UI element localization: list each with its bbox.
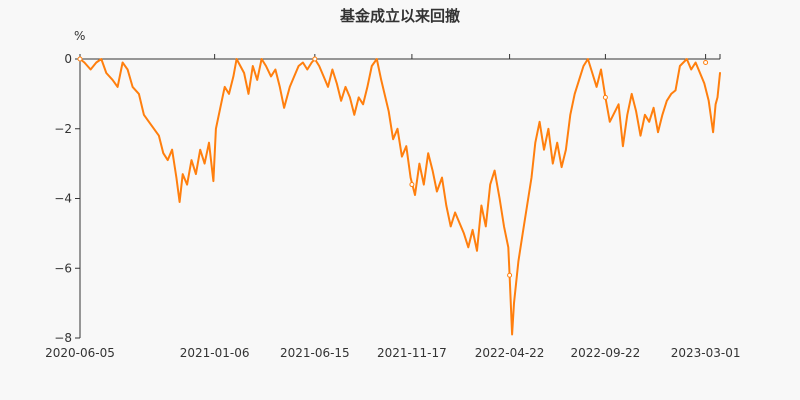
data-point-marker bbox=[77, 56, 83, 62]
series-group bbox=[79, 58, 721, 336]
x-tick-label: 2022-09-22 bbox=[571, 346, 641, 360]
drawdown-series-line bbox=[79, 58, 721, 336]
data-point-marker bbox=[602, 94, 608, 100]
data-point-marker bbox=[409, 182, 415, 188]
y-axis-unit-label: % bbox=[74, 29, 85, 43]
y-tick-label: −2 bbox=[54, 122, 72, 136]
y-tick-label: −8 bbox=[54, 331, 72, 345]
y-tick-label: −4 bbox=[54, 192, 72, 206]
x-tick-label: 2021-01-06 bbox=[180, 346, 250, 360]
x-tick-label: 2023-03-01 bbox=[671, 346, 741, 360]
y-tick-label: −6 bbox=[54, 261, 72, 275]
chart-title: 基金成立以来回撤 bbox=[339, 7, 460, 25]
x-tick-label: 2021-06-15 bbox=[280, 346, 350, 360]
y-tick-label: 0 bbox=[64, 52, 72, 66]
x-tick-label: 2022-04-22 bbox=[475, 346, 545, 360]
x-tick-label: 2021-11-17 bbox=[377, 346, 447, 360]
x-tick-label: 2020-06-05 bbox=[45, 346, 115, 360]
data-point-marker bbox=[312, 56, 318, 62]
markers-group bbox=[77, 56, 709, 278]
data-point-marker bbox=[703, 59, 709, 65]
data-point-marker bbox=[507, 272, 513, 278]
